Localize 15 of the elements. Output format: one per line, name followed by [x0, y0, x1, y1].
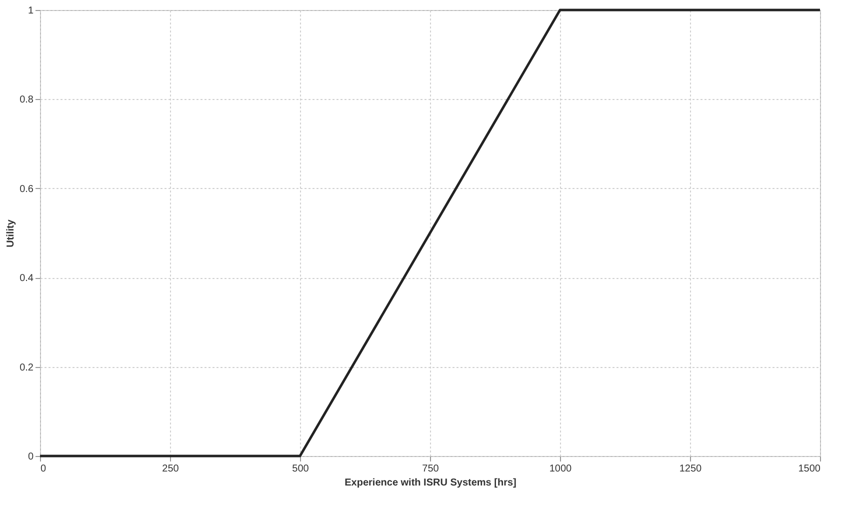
y-tick-label: 0: [28, 452, 34, 462]
y-tick-label: 0.6: [20, 184, 34, 195]
x-tick-label: 750: [422, 464, 440, 474]
x-tick-label: 1250: [679, 464, 702, 474]
x-tick-label: 250: [162, 464, 180, 474]
x-tick-label: 0: [40, 464, 46, 474]
y-tick-label: 0.4: [20, 273, 34, 284]
x-axis-title: Experience with ISRU Systems [hrs]: [344, 478, 516, 488]
y-tick-label: 0.2: [20, 362, 34, 374]
y-tick-label: 1: [28, 6, 34, 16]
x-tick-label: 1500: [798, 464, 821, 474]
y-tick-label: 0.8: [20, 94, 34, 106]
x-tick-label: 1000: [549, 464, 572, 474]
x-tick-label: 500: [292, 464, 310, 474]
y-axis-title: Utility: [6, 219, 17, 248]
